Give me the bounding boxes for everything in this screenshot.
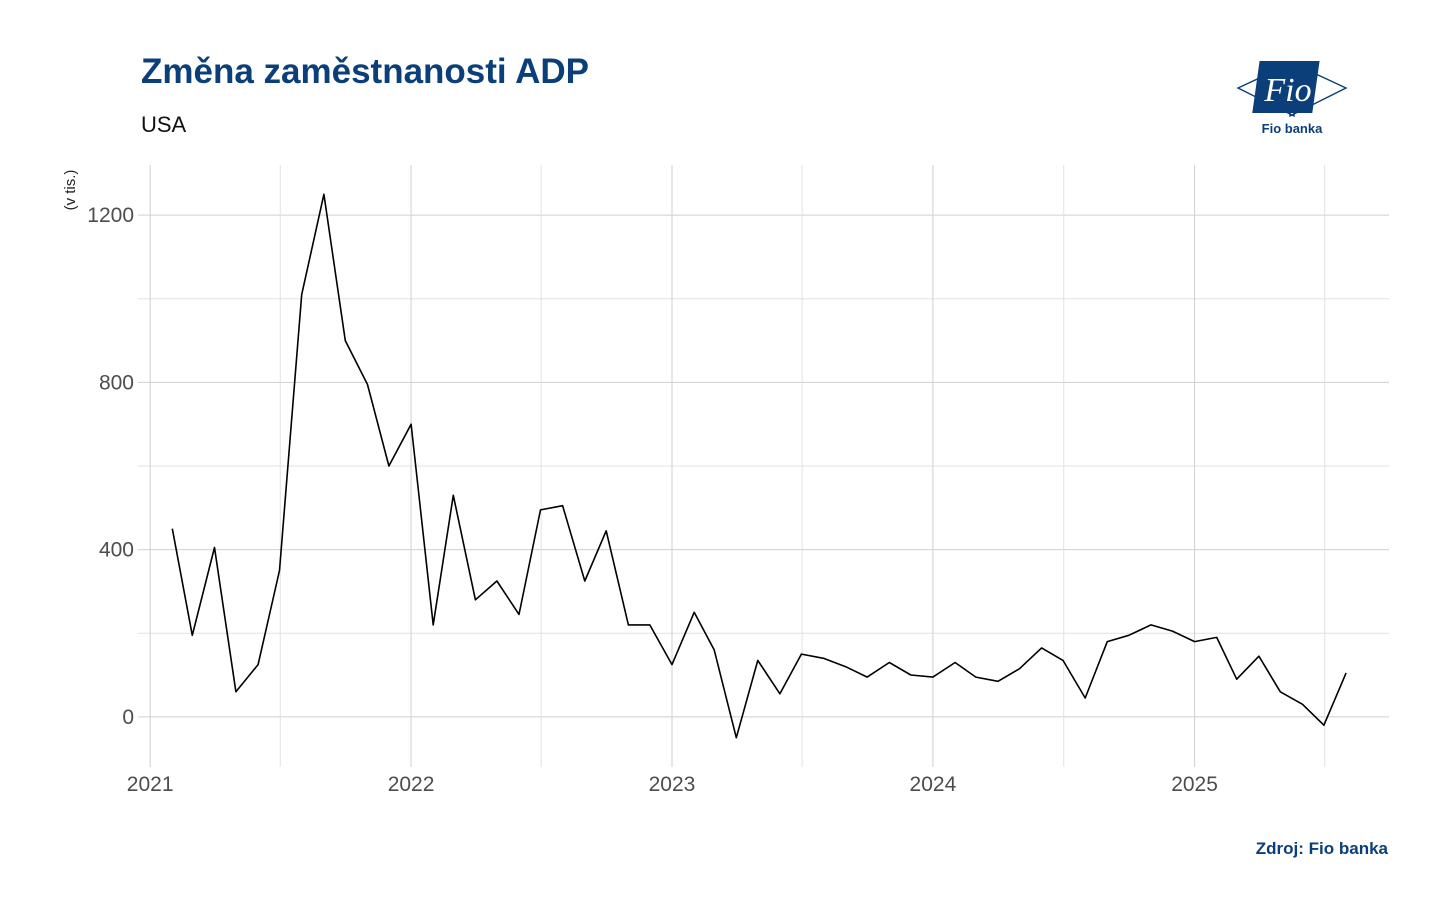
fio-logo-icon: Fio — [1236, 60, 1348, 118]
data-point — [604, 529, 608, 533]
data-point — [931, 675, 935, 679]
data-point — [409, 422, 413, 426]
logo-caption: Fio banka — [1261, 121, 1323, 136]
x-tick-label: 2022 — [388, 773, 435, 796]
data-point — [712, 648, 716, 652]
data-point — [692, 610, 696, 614]
data-point — [865, 675, 869, 679]
data-point — [1105, 640, 1109, 644]
data-point — [583, 579, 587, 583]
data-point — [190, 633, 194, 637]
x-axis-ticks: 2021 2022 2023 2024 2025 — [127, 773, 1218, 796]
x-tick-label: 2023 — [649, 773, 696, 796]
data-point — [278, 569, 282, 573]
data-point — [495, 579, 499, 583]
data-point — [953, 661, 957, 665]
grid-lines — [138, 165, 1389, 767]
x-tick-label: 2024 — [910, 773, 957, 796]
y-axis-label: (v tis.) — [62, 170, 79, 211]
data-point — [213, 546, 217, 550]
data-point — [451, 493, 455, 497]
data-point — [974, 675, 978, 679]
data-point — [539, 508, 543, 512]
data-point — [822, 656, 826, 660]
y-tick-label: 400 — [99, 539, 134, 562]
y-tick-label: 800 — [99, 371, 134, 394]
data-point — [996, 679, 1000, 683]
series-line — [171, 193, 1347, 739]
data-point — [387, 464, 391, 468]
data-point — [343, 339, 347, 343]
data-point — [366, 383, 370, 387]
data-point — [887, 661, 891, 665]
data-point — [300, 293, 304, 297]
data-point — [844, 665, 848, 669]
data-point — [909, 673, 913, 677]
data-point — [1215, 635, 1219, 639]
data-point — [1083, 696, 1087, 700]
data-point — [648, 623, 652, 627]
data-point — [756, 658, 760, 662]
x-tick-label: 2025 — [1171, 773, 1218, 796]
logo-mark: Fio — [1263, 72, 1311, 109]
chart-title: Změna zaměstnanosti ADP — [141, 52, 589, 91]
data-point — [473, 598, 477, 602]
data-point — [1170, 629, 1174, 633]
y-axis-ticks: 0 400 800 1200 — [87, 204, 134, 729]
data-point — [1127, 633, 1131, 637]
data-point — [626, 623, 630, 627]
data-point — [1235, 677, 1239, 681]
data-point — [256, 663, 260, 667]
data-point — [1278, 690, 1282, 694]
data-point — [431, 623, 435, 627]
x-tick-label: 2021 — [127, 773, 174, 796]
chart-subtitle: USA — [141, 112, 187, 137]
y-tick-label: 0 — [122, 706, 134, 729]
data-point — [234, 690, 238, 694]
data-point — [778, 692, 782, 696]
data-point — [1149, 623, 1153, 627]
source-note: Zdroj: Fio banka — [1255, 839, 1388, 858]
data-point — [1344, 671, 1348, 675]
data-point — [1061, 658, 1065, 662]
y-tick-label: 1200 — [87, 204, 134, 227]
data-point — [517, 612, 521, 616]
data-point — [1322, 723, 1326, 727]
data-point — [561, 504, 565, 508]
data-point — [1017, 667, 1021, 671]
data-point — [1193, 640, 1197, 644]
data-point — [799, 652, 803, 656]
data-point — [322, 192, 326, 196]
data-point — [1257, 654, 1261, 658]
data-point — [734, 736, 738, 740]
data-point — [170, 527, 174, 531]
data-point — [1040, 646, 1044, 650]
data-point — [670, 663, 674, 667]
data-point — [1301, 702, 1305, 706]
